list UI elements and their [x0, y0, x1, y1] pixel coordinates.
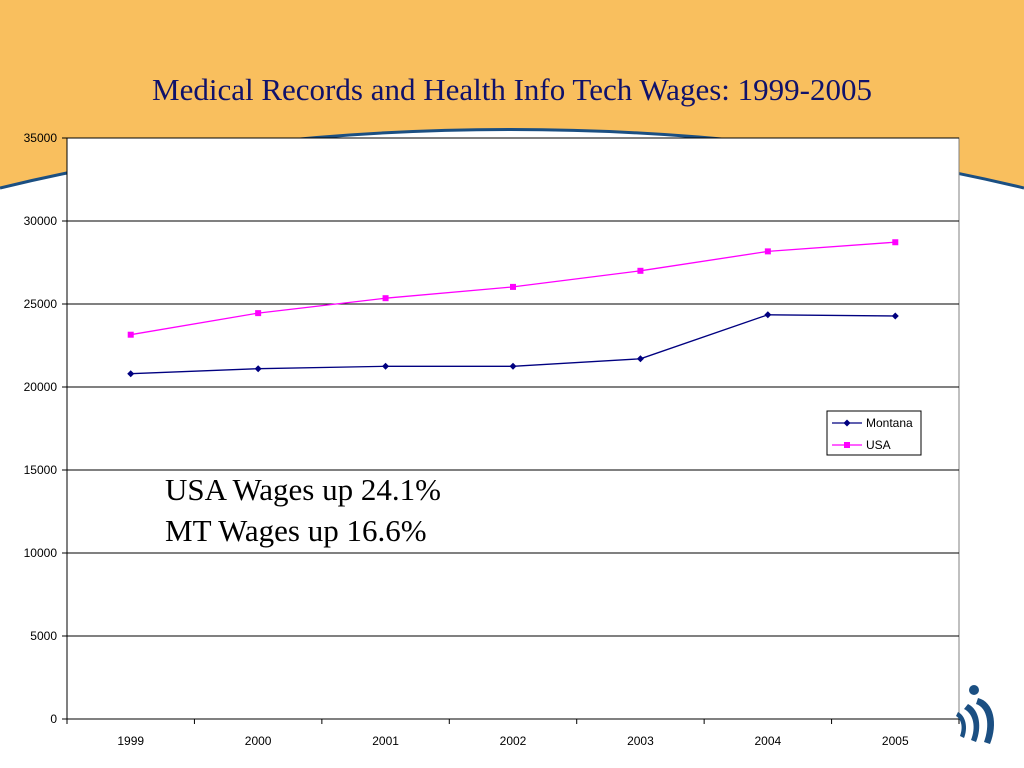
- y-tick-label: 15000: [24, 463, 58, 477]
- x-tick-label: 2000: [245, 734, 272, 748]
- annotation-mt-wages: MT Wages up 16.6%: [165, 513, 427, 548]
- logo-swoosh-inner-icon: [964, 704, 980, 742]
- legend-box: [826, 410, 922, 456]
- x-tick-label: 1999: [117, 734, 144, 748]
- data-point-montana: [382, 362, 390, 370]
- series-layer: [127, 239, 899, 378]
- slide-title: Medical Records and Health Info Tech Wag…: [152, 72, 872, 107]
- data-point-usa: [892, 239, 899, 246]
- data-point-usa: [255, 310, 262, 317]
- data-point-montana: [127, 370, 135, 378]
- x-tick-label: 2003: [627, 734, 654, 748]
- x-tick-label: 2005: [882, 734, 909, 748]
- gridlines: [67, 137, 959, 637]
- y-tick-label: 20000: [24, 380, 58, 394]
- x-tick-label: 2002: [500, 734, 527, 748]
- legend: Montana USA: [826, 410, 922, 456]
- legend-usa-marker: [844, 442, 850, 448]
- data-point-montana: [254, 365, 262, 373]
- axes: 0 5000 10000 15000 20000 25000 30000 35000 1999 2…: [24, 131, 960, 748]
- legend-montana-label: Montana: [866, 416, 913, 430]
- data-point-usa: [382, 295, 389, 302]
- data-point-montana: [764, 311, 772, 319]
- legend-montana-marker: [843, 419, 851, 427]
- plot-area: [66, 137, 960, 720]
- y-tick-label: 5000: [30, 629, 57, 643]
- data-point-usa: [637, 267, 644, 274]
- person-swoosh-logo: [956, 685, 994, 744]
- legend-usa-label: USA: [866, 438, 891, 452]
- data-point-usa: [510, 283, 516, 290]
- y-tick-label: 35000: [24, 131, 58, 145]
- logo-head-icon: [969, 685, 979, 695]
- data-point-montana: [636, 355, 644, 363]
- data-point-usa: [764, 248, 771, 255]
- y-tick-label: 25000: [24, 297, 58, 311]
- annotation-usa-wages: USA Wages up 24.1%: [165, 472, 441, 507]
- x-tick-label: 2001: [372, 734, 399, 748]
- y-tick-label: 30000: [24, 214, 58, 228]
- y-tick-label: 10000: [24, 546, 58, 560]
- x-tick-label: 2004: [755, 734, 782, 748]
- logo-swoosh-small-icon: [956, 712, 966, 738]
- data-point-usa: [127, 331, 134, 338]
- logo-swoosh-icon: [976, 698, 994, 744]
- y-tick-label: 0: [50, 712, 57, 726]
- data-point-montana: [509, 362, 517, 370]
- data-point-montana: [891, 312, 899, 320]
